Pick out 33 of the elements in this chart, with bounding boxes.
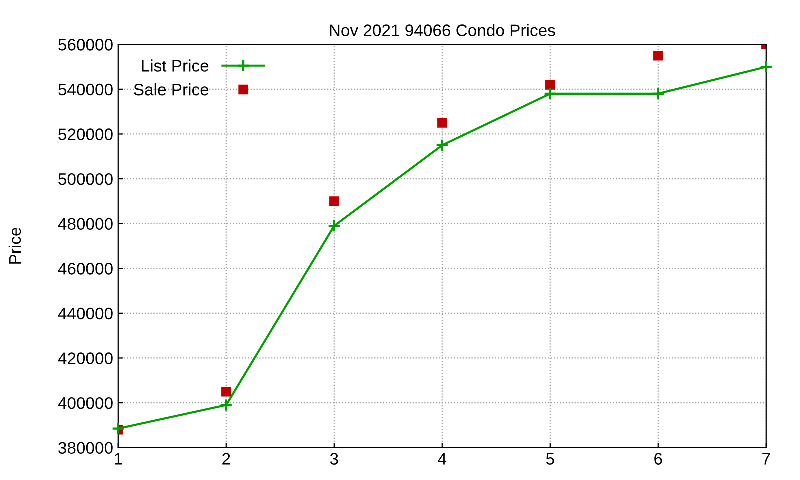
point bbox=[220, 398, 233, 412]
y-tick-label: 440000 bbox=[58, 308, 113, 320]
legend-label: Sale Price bbox=[134, 84, 209, 96]
point bbox=[438, 118, 448, 128]
point bbox=[652, 87, 665, 101]
point bbox=[654, 50, 664, 61]
y-tick-label: 400000 bbox=[58, 397, 113, 410]
y-tick-label: 460000 bbox=[58, 263, 113, 275]
chart-title: Nov 2021 94066 Condo Prices bbox=[330, 24, 556, 36]
y-tick-label: 560000 bbox=[58, 39, 113, 51]
x-tick-label: 2 bbox=[222, 453, 230, 465]
y-axis-title: Price bbox=[8, 228, 22, 264]
x-tick-label: 4 bbox=[438, 453, 447, 465]
y-tick-label: 520000 bbox=[58, 128, 113, 140]
y-tick-label: 500000 bbox=[58, 173, 113, 186]
x-tick-label: 5 bbox=[546, 453, 554, 465]
point bbox=[328, 219, 341, 233]
x-tick-label: 6 bbox=[654, 453, 662, 465]
point bbox=[760, 60, 773, 74]
x-tick-label: 7 bbox=[762, 453, 770, 465]
x-tick-label: 3 bbox=[330, 453, 338, 465]
point bbox=[436, 138, 449, 152]
point bbox=[544, 87, 557, 101]
point bbox=[330, 196, 340, 206]
legend-label: List Price bbox=[142, 60, 209, 72]
y-tick-label: 380000 bbox=[58, 442, 113, 454]
point bbox=[112, 422, 125, 436]
point bbox=[546, 80, 556, 90]
x-tick-label: 1 bbox=[115, 453, 122, 465]
y-tick-label: 420000 bbox=[58, 352, 113, 364]
point bbox=[222, 386, 232, 397]
y-tick-label: 480000 bbox=[58, 218, 113, 230]
y-tick-label: 540000 bbox=[58, 84, 113, 96]
